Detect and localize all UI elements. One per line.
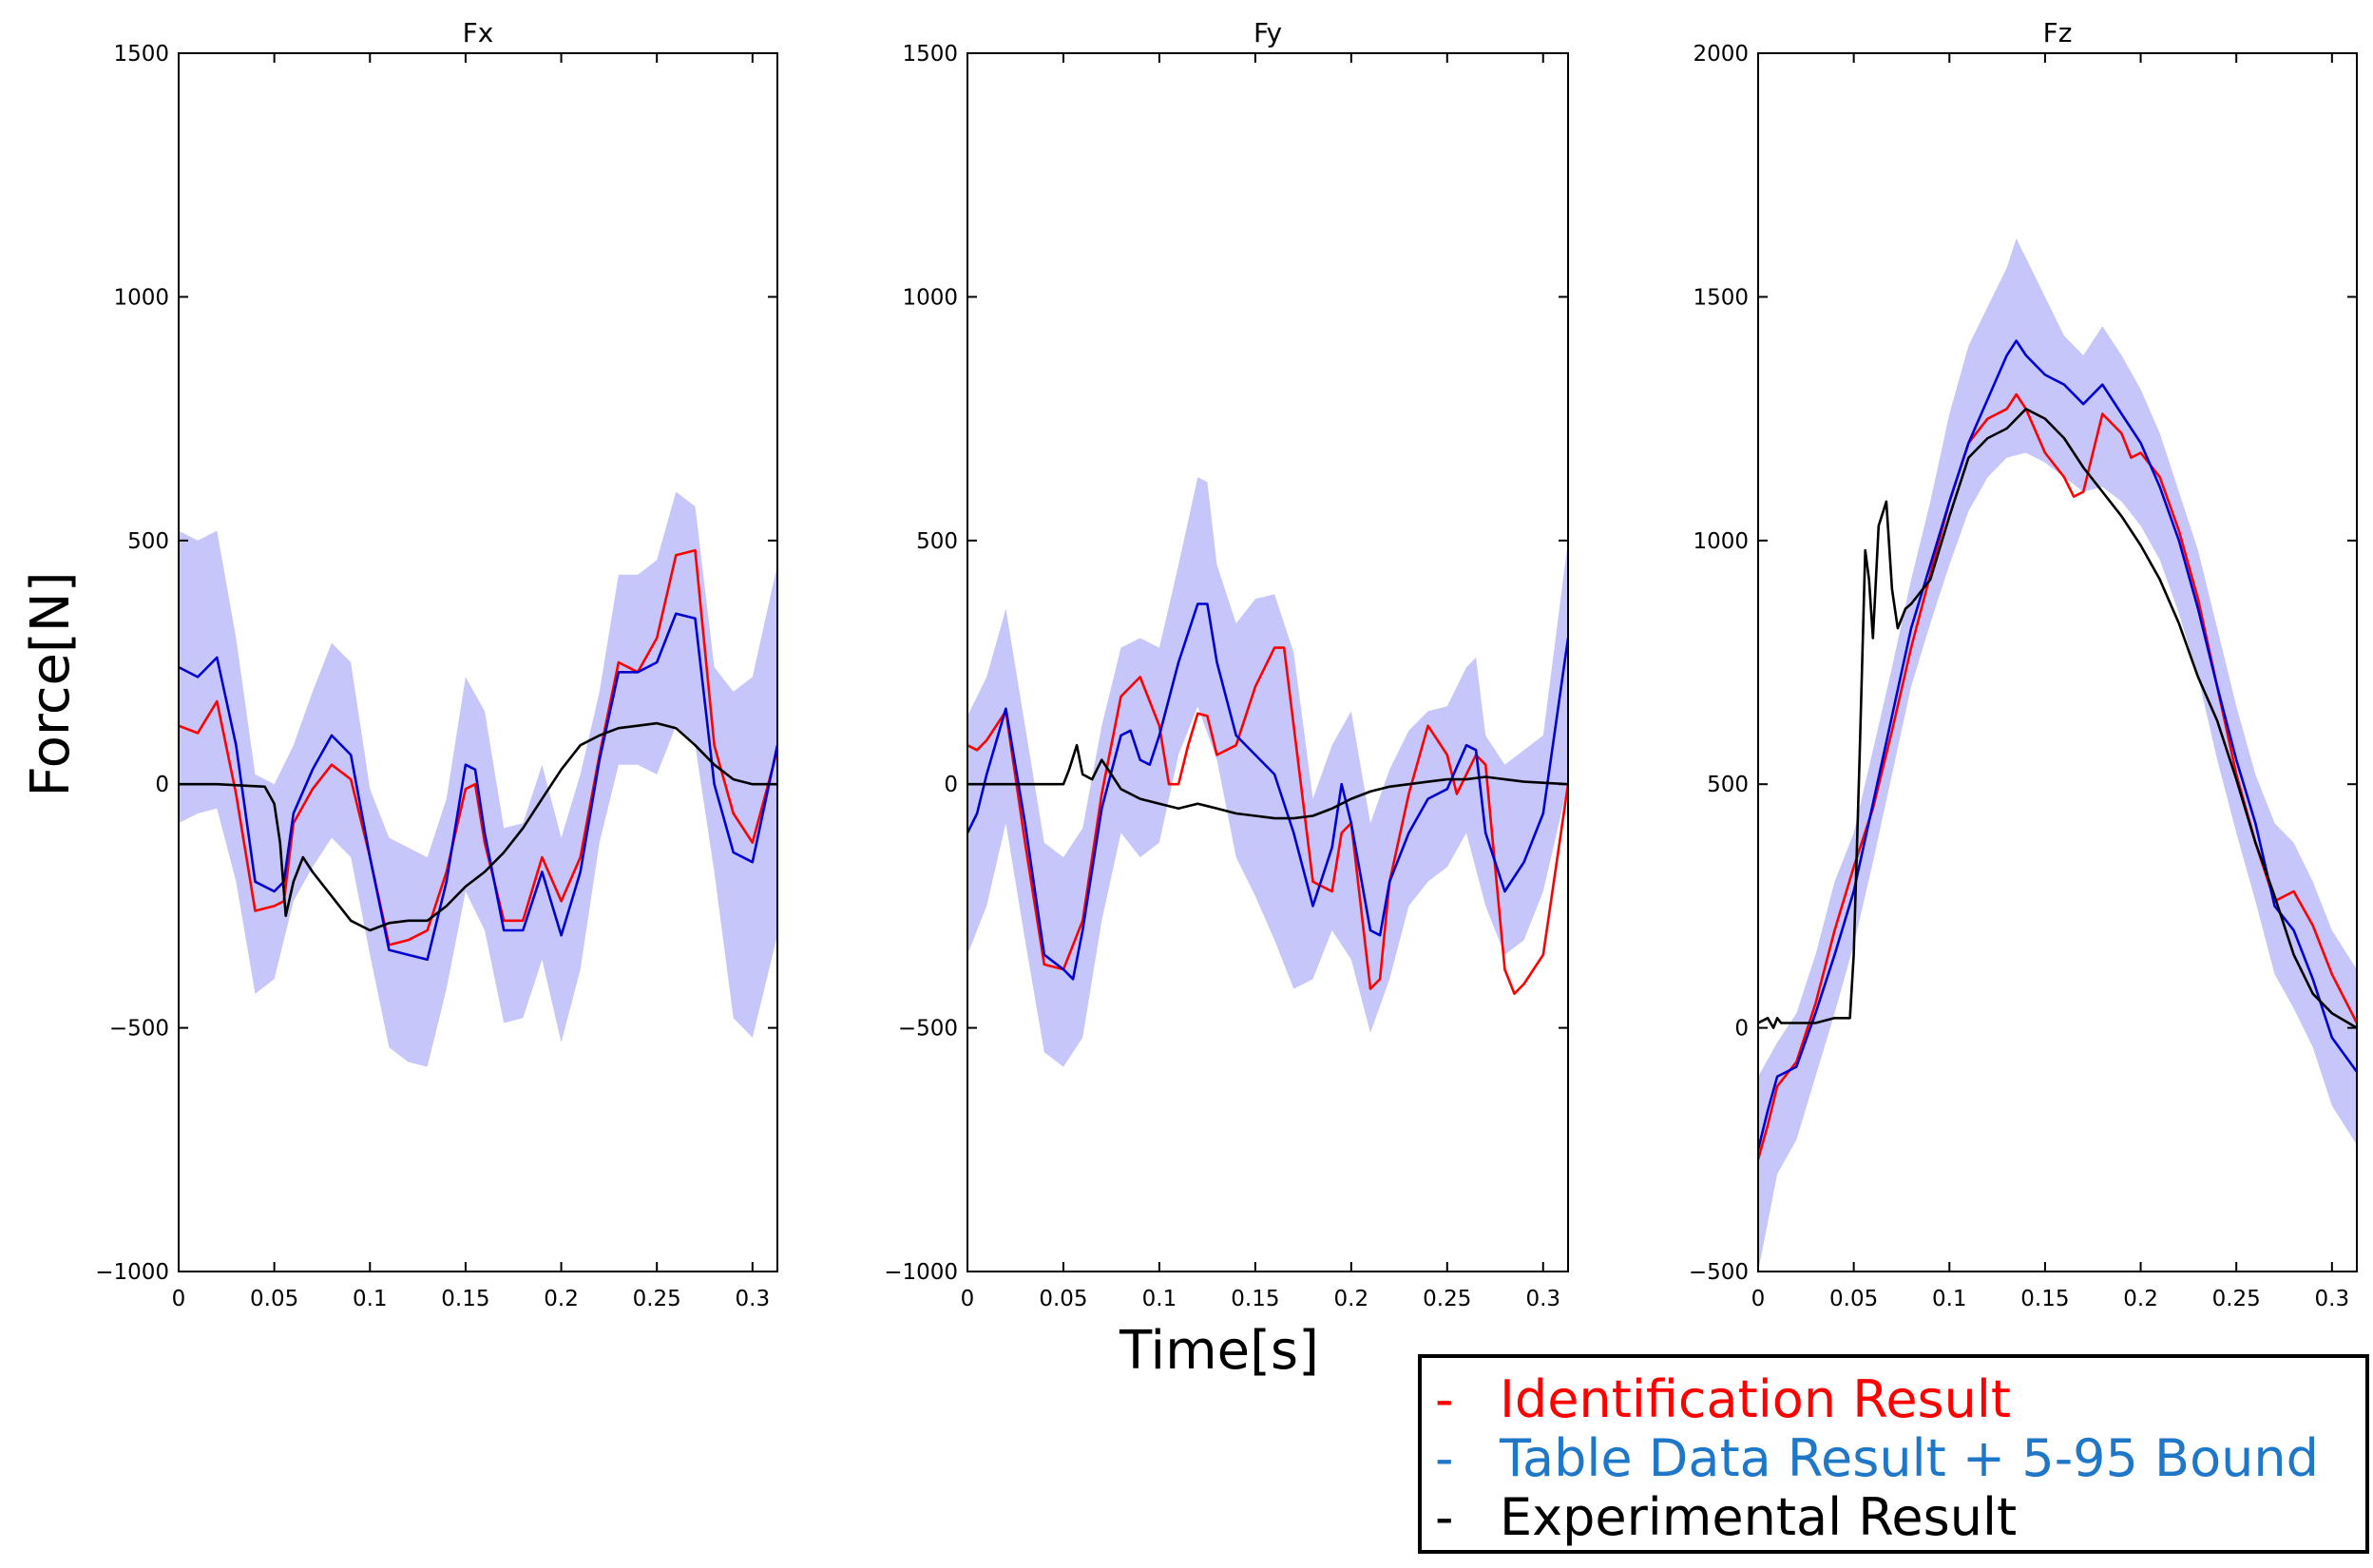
legend-label-table: Table Data Result + 5-95 Bound	[1500, 1428, 2319, 1488]
y-tick-label: 500	[1707, 773, 1749, 797]
subplot-title: Fy	[1253, 17, 1282, 48]
x-tick-label: 0.1	[353, 1287, 388, 1311]
y-tick-label: −1000	[95, 1260, 169, 1285]
plot-area	[179, 491, 777, 1067]
y-tick-label: 1000	[113, 285, 169, 310]
y-tick-label: 0	[155, 773, 169, 797]
series-line-table	[179, 612, 777, 962]
series-line-table	[1758, 339, 2357, 1151]
x-tick-label: 0.3	[736, 1287, 771, 1311]
confidence-band-5-95	[967, 477, 1568, 1067]
series-line-identification	[179, 548, 777, 947]
axes-frame	[178, 52, 778, 1272]
y-tick-label: 1500	[1693, 285, 1749, 310]
y-tick-label: −500	[109, 1017, 169, 1042]
legend-marker-experimental: -	[1435, 1487, 1454, 1547]
subplot-title: Fx	[463, 17, 494, 48]
legend-item-experimental: - Experimental Result	[1435, 1489, 2017, 1546]
x-tick-label: 0.05	[1829, 1287, 1878, 1311]
y-tick-label: 1000	[902, 285, 958, 310]
x-tick-label: 0	[961, 1287, 975, 1311]
legend: - Identification Result - Table Data Resul…	[1418, 1354, 2369, 1554]
axes-frame	[966, 52, 1569, 1272]
x-tick-label: 0.2	[1334, 1287, 1369, 1311]
y-tick-label: 1500	[902, 42, 958, 67]
series-line-experimental	[1758, 408, 2357, 1029]
confidence-band-5-95	[1758, 238, 2357, 1272]
x-tick-label: 0.15	[441, 1287, 489, 1311]
legend-marker-identification: -	[1435, 1369, 1454, 1429]
plot-area	[1758, 238, 2357, 1272]
y-tick-label: 0	[944, 773, 958, 797]
series-line-experimental	[179, 721, 777, 932]
y-tick-label: 500	[127, 529, 169, 554]
x-tick-label: 0.25	[1423, 1287, 1471, 1311]
legend-label-experimental: Experimental Result	[1500, 1487, 2018, 1547]
y-tick-label: 0	[1734, 1017, 1749, 1042]
x-tick-label: 0.3	[2315, 1287, 2350, 1311]
y-tick-label: −1000	[884, 1260, 958, 1285]
x-tick-label: 0.25	[633, 1287, 681, 1311]
legend-marker-table: -	[1435, 1428, 1454, 1488]
y-tick-label: −500	[1689, 1260, 1749, 1285]
y-tick-label: 500	[916, 529, 958, 554]
series-line-identification	[967, 646, 1568, 995]
plot-area	[967, 477, 1568, 1067]
y-tick-label: 1000	[1693, 529, 1749, 554]
series-line-experimental	[967, 743, 1568, 820]
x-tick-label: 0.3	[1525, 1287, 1560, 1311]
x-tick-label: 0	[172, 1287, 186, 1311]
x-tick-label: 0.2	[544, 1287, 579, 1311]
subplot-title: Fz	[2043, 17, 2073, 48]
x-tick-label: 0.1	[1932, 1287, 1967, 1311]
x-tick-label: 0.2	[2123, 1287, 2158, 1311]
series-line-table	[967, 602, 1568, 981]
legend-label-identification: Identification Result	[1500, 1369, 2012, 1429]
y-tick-label: 2000	[1693, 42, 1749, 67]
series-line-identification	[1758, 392, 2357, 1160]
legend-item-identification: - Identification Result	[1435, 1371, 2011, 1428]
x-tick-label: 0.15	[2020, 1287, 2069, 1311]
y-axis-label: Force[N]	[20, 571, 82, 796]
x-tick-label: 0.05	[1039, 1287, 1087, 1311]
y-tick-label: 1500	[113, 42, 169, 67]
x-tick-label: 0	[1751, 1287, 1766, 1311]
legend-item-table: - Table Data Result + 5-95 Bound	[1435, 1430, 2319, 1487]
x-tick-label: 0.25	[2212, 1287, 2261, 1311]
axes-frame	[1757, 52, 2358, 1272]
subplot-fy: Fy −1000 −500 0 500 1000 1500 0 0.05 0.1 0.15 0.2 0.…	[884, 17, 1569, 1311]
x-tick-label: 0.1	[1142, 1287, 1177, 1311]
y-tick-label: −500	[898, 1017, 958, 1042]
confidence-band-5-95	[179, 491, 777, 1067]
x-axis-label: Time[s]	[1119, 1320, 1319, 1382]
subplot-fx: Fx −1000 −500 0 500 1000 1500 0 0.05 0.1 0.15 0.2 0.…	[95, 17, 778, 1311]
x-tick-label: 0.05	[250, 1287, 298, 1311]
x-tick-label: 0.15	[1231, 1287, 1279, 1311]
